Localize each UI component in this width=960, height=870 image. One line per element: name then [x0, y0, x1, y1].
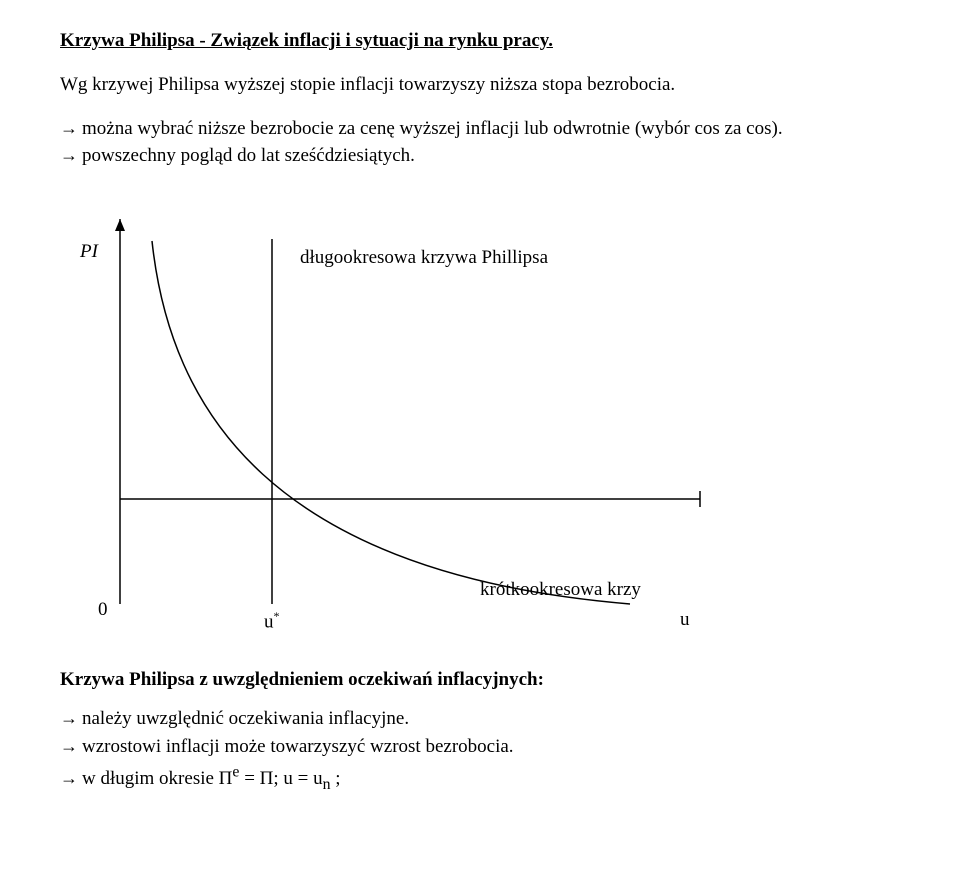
label-long-run-curve: długookresowa krzywa Phillipsa — [300, 247, 548, 269]
diagram-svg — [60, 209, 760, 649]
bullet-text: można wybrać niższe bezrobocie za cenę w… — [82, 118, 783, 139]
arrow-icon: → — [60, 766, 82, 790]
bullet-text: powszechny pogląd do lat sześćdziesiątyc… — [82, 145, 415, 166]
bullet-line-2: →powszechny pogląd do lat sześćdziesiąty… — [60, 143, 930, 169]
axis-label-u-star: u* — [264, 609, 280, 633]
bullet-text: w długim okresie Πe = Π; u = un ; — [82, 768, 341, 789]
bullet-line-3: →należy uwzględnić oczekiwania inflacyjn… — [60, 706, 930, 732]
subheading: Krzywa Philipsa z uwzględnieniem oczekiw… — [60, 669, 930, 691]
bullet-line-5: →w długim okresie Πe = Π; u = un ; — [60, 761, 930, 794]
axis-label-zero: 0 — [98, 599, 108, 621]
bullet-text: należy uwzględnić oczekiwania inflacyjne… — [82, 708, 409, 729]
arrow-icon: → — [60, 116, 82, 140]
label-short-run-curve: krótkookresowa krzy — [480, 579, 641, 601]
arrow-icon: → — [60, 143, 82, 167]
arrow-icon: → — [60, 734, 82, 758]
arrow-icon: → — [60, 706, 82, 730]
axis-label-u: u — [680, 609, 690, 631]
bullet-text: wzrostowi inflacji może towarzyszyć wzro… — [82, 736, 514, 757]
intro-paragraph: Wg krzywej Philipsa wyższej stopie infla… — [60, 72, 930, 98]
page-title: Krzywa Philipsa - Związek inflacji i syt… — [60, 30, 930, 52]
bullet-line-1: →można wybrać niższe bezrobocie za cenę … — [60, 116, 930, 142]
bullet-line-4: →wzrostowi inflacji może towarzyszyć wzr… — [60, 734, 930, 760]
phillips-curve-diagram: PI długookresowa krzywa Phillipsa krótko… — [60, 209, 760, 649]
axis-label-pi: PI — [80, 241, 98, 263]
